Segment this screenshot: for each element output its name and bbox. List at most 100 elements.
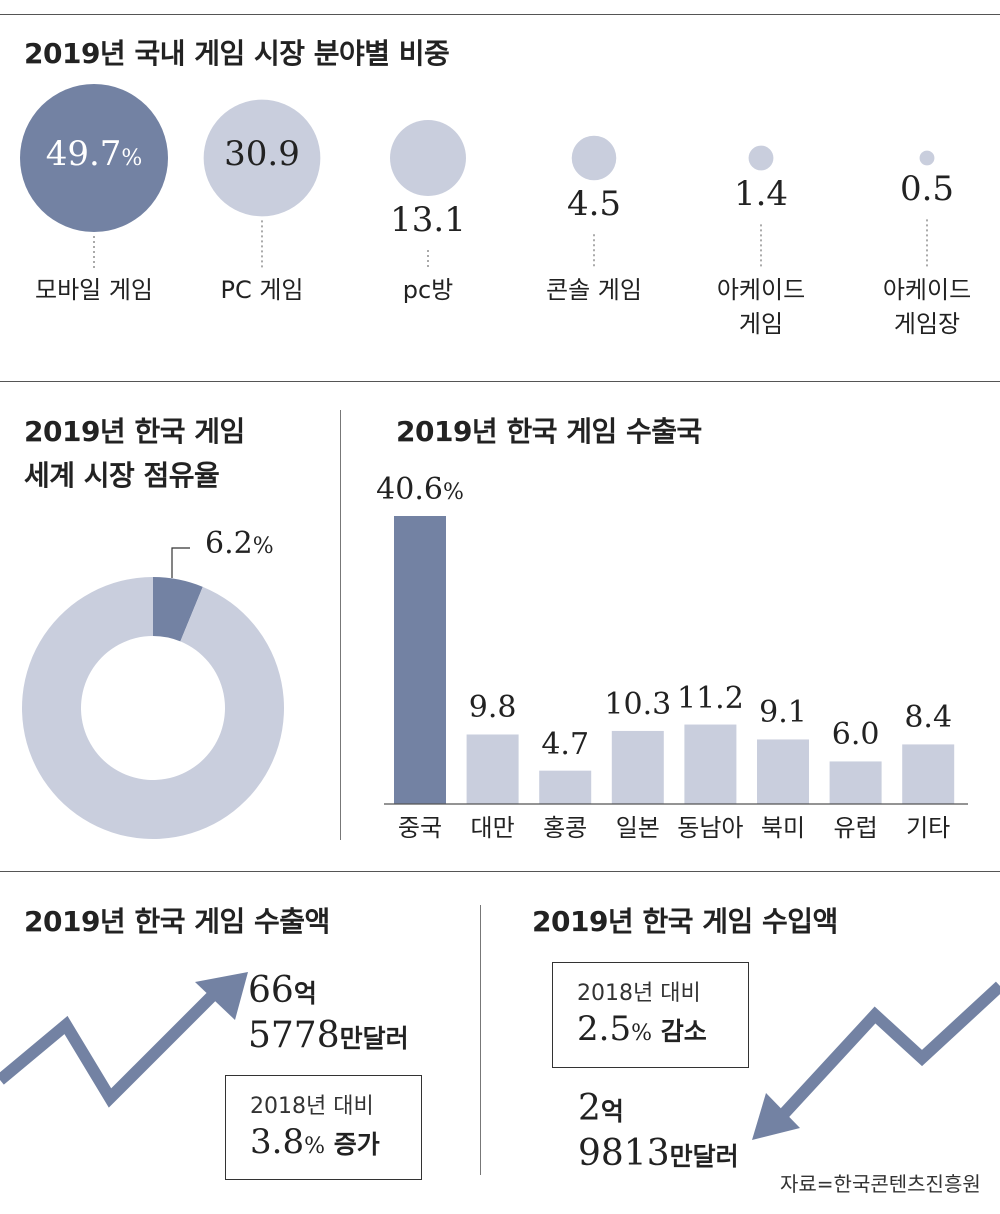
bubble-value-3: 4.5 [534, 184, 654, 224]
bubble-value-num-3: 4.5 [566, 184, 622, 225]
export-compare-pct: % [304, 1134, 325, 1159]
bubble-value-num-4: 1.4 [733, 174, 789, 215]
import-amount-title: 2019년 한국 게임 수입액 [532, 905, 838, 938]
export-up-arrowhead [195, 972, 248, 1020]
import-compare-label: 2018년 대비 [577, 981, 701, 1006]
bar-category-5: 북미 [760, 814, 806, 842]
bar-value-2: 4.7 [519, 727, 611, 762]
import-amount-line2-unit: 만달러 [669, 1142, 739, 1171]
import-compare-box: 2018년 대비 2.5% 감소 [552, 962, 749, 1068]
bubble-label-1-0: PC 게임 [220, 276, 304, 304]
divider-1 [0, 381, 1000, 382]
bubble-value-5: 0.5 [867, 169, 987, 209]
bar-2 [539, 770, 592, 804]
bubble-label-4-1: 게임 [738, 310, 784, 338]
world-title-line1: 2019년 한국 게임 [24, 415, 245, 448]
bar-value-7: 8.4 [882, 700, 974, 735]
bar-category-0: 중국 [397, 814, 443, 842]
export-amount-title: 2019년 한국 게임 수출액 [24, 905, 330, 938]
donut-highlight-value: 6.2 [205, 526, 253, 561]
export-countries-title: 2019년 한국 게임 수출국 [396, 415, 702, 448]
bubble-chart: 49.7% 모바일 게임 30.9 PC 게임 13.1 pc방 4.5 콘솔 게임 1.4 아케… [0, 80, 1000, 370]
bubble-value-1: 30.9 [202, 134, 322, 174]
bar-value-6: 6.0 [810, 717, 902, 752]
top-rule [0, 14, 1000, 15]
bar-value-num-1: 9.8 [468, 690, 517, 726]
import-compare-num: 2.5 [577, 1009, 632, 1049]
export-amount-line2-num: 5778 [248, 1015, 340, 1056]
bar-3 [611, 730, 664, 804]
bubble-value-4: 1.4 [701, 174, 821, 214]
bubble-value-0: 49.7% [34, 134, 154, 174]
bar-value-num-0: 40.6 [376, 472, 443, 507]
bubble-value-num-0: 49.7 [45, 134, 122, 174]
divider-vertical-1 [340, 410, 341, 840]
bar-value-5: 9.1 [737, 695, 829, 730]
bar-4 [684, 724, 737, 804]
bar-value-4: 11.2 [664, 681, 756, 716]
import-compare-word: 감소 [651, 1017, 707, 1046]
divider-vertical-2 [480, 905, 481, 1175]
bar-7 [902, 744, 955, 804]
bar-category-7: 기타 [906, 814, 951, 842]
bar-value-num-6: 6.0 [831, 717, 880, 753]
bubble-3 [571, 135, 617, 181]
export-amount-line2-unit: 만달러 [339, 1024, 409, 1053]
export-amount-line2: 5778만달러 [248, 1015, 409, 1056]
bubble-4 [748, 145, 774, 171]
donut-highlight-pct: % [252, 534, 274, 559]
bar-category-3: 일본 [615, 814, 660, 842]
export-compare-label: 2018년 대비 [250, 1094, 374, 1119]
import-down-arrow-line [775, 981, 1000, 1123]
bar-1 [466, 734, 519, 804]
bar-value-3: 10.3 [592, 687, 684, 722]
divider-2 [0, 871, 1000, 872]
bar-value-pct-0: % [442, 480, 464, 505]
share-title: 2019년 국내 게임 시장 분야별 비중 [24, 37, 450, 70]
donut-slice-1 [21, 577, 284, 839]
import-compare-value: 2.5% 감소 [577, 1009, 707, 1049]
bubble-label-3-0: 콘솔 게임 [546, 276, 642, 304]
export-up-arrow-line [0, 985, 223, 1108]
export-compare-box: 2018년 대비 3.8% 증가 [225, 1075, 422, 1180]
bubble-2 [390, 120, 466, 196]
bubble-svg [20, 84, 935, 268]
import-compare-pct: % [631, 1021, 652, 1046]
bar-value-num-7: 8.4 [904, 700, 953, 736]
bar-value-1: 9.8 [447, 690, 539, 725]
export-amount-line1: 66억 [248, 970, 317, 1011]
bubble-value-num-2: 13.1 [390, 199, 466, 240]
bar-value-0: 40.6% [374, 472, 466, 507]
bubble-value-2: 13.1 [368, 200, 488, 240]
bubble-0 [20, 84, 168, 232]
import-amount-line1-num: 2 [578, 1088, 601, 1129]
bubble-value-num-5: 0.5 [899, 169, 955, 210]
bar-value-num-2: 4.7 [541, 726, 590, 762]
export-compare-num: 3.8 [250, 1122, 305, 1162]
source-note: 자료=한국콘텐츠진흥원 [780, 1172, 981, 1196]
import-amount-line1: 2억 [578, 1088, 624, 1129]
import-down-arrowhead [752, 1093, 800, 1140]
donut-highlight-label: 6.2% [205, 526, 274, 561]
bar-0 [394, 516, 446, 804]
bar-value-num-3: 10.3 [604, 686, 672, 722]
world-title-line2: 세계 시장 점유율 [24, 459, 220, 492]
export-amount-line1-num: 66 [248, 970, 294, 1011]
bubble-label-2-0: pc방 [402, 276, 454, 304]
bubble-5 [919, 150, 935, 166]
bubble-value-pct-0: % [121, 146, 143, 171]
bar-5 [757, 739, 809, 804]
export-compare-word: 증가 [324, 1130, 380, 1159]
export-amount-line1-unit: 억 [293, 979, 317, 1008]
export-compare-value: 3.8% 증가 [250, 1122, 380, 1162]
bar-category-6: 유럽 [833, 814, 878, 842]
bubble-label-5-1: 게임장 [893, 310, 961, 338]
donut-slice-0 [153, 577, 203, 642]
bar-value-num-4: 11.2 [676, 680, 744, 716]
bar-value-num-5: 9.1 [759, 695, 807, 731]
import-amount-line2-num: 9813 [578, 1133, 670, 1174]
bubble-label-5-0: 아케이드 [882, 276, 972, 304]
bubble-label-0-0: 모바일 게임 [34, 276, 154, 304]
bubble-label-4-0: 아케이드 [716, 276, 806, 304]
import-amount-line2: 9813만달러 [578, 1133, 739, 1174]
